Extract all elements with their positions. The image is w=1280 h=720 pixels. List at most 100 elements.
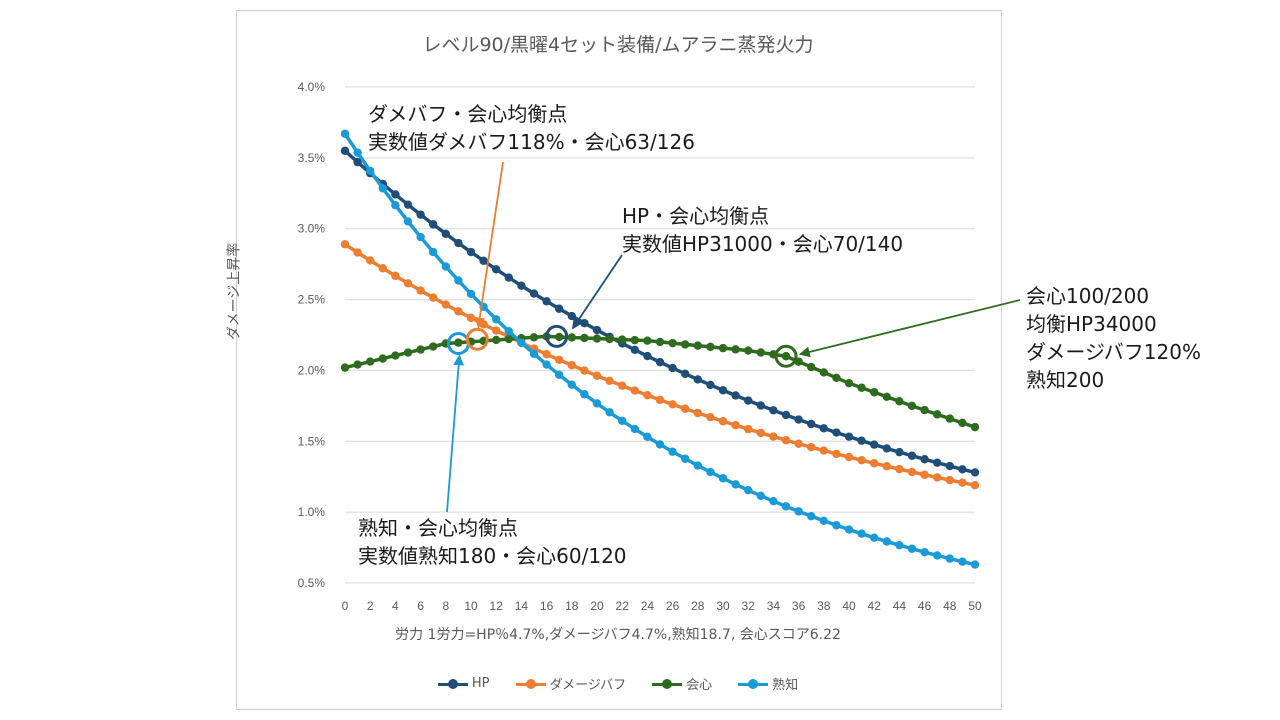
data-point [895,397,904,406]
y-tick-label: 1.5% [298,434,326,448]
data-point [807,442,816,452]
legend-label: 熟知 [772,678,799,693]
data-point [781,436,791,445]
data-point [970,560,980,569]
x-tick-label: 38 [817,599,831,613]
legend: HP ダメージバフ 会心 熟知 [236,674,1000,693]
data-point [655,440,665,449]
annotation-arrow [571,254,623,330]
annotation-arrow [474,161,504,329]
data-point [416,232,425,242]
data-point [756,428,765,438]
data-point [378,264,387,273]
data-point [668,447,677,456]
data-point [454,307,463,316]
x-tick-label: 2 [367,599,374,613]
data-point [353,360,362,369]
data-point [441,229,450,239]
data-point [517,338,526,347]
legend-swatch [437,678,468,690]
data-point [744,424,753,434]
data-point [844,452,854,462]
data-point [882,444,891,453]
data-point [353,148,362,157]
data-point [340,146,350,155]
annotation-hp: HP・会心均衡点 実数値HP31000・会心70/140 [622,204,904,256]
data-point [958,557,967,566]
data-point [403,348,413,357]
data-point [769,432,778,441]
data-point [605,408,614,417]
data-point [693,408,702,418]
data-point [504,273,513,282]
data-point [340,129,350,138]
x-tick-label: 22 [616,599,630,613]
data-point [492,315,501,324]
data-point [416,210,425,219]
series-line-3 [343,132,976,567]
data-point [668,363,677,373]
legend-label: ダメージバフ [549,678,627,693]
data-point [907,451,917,460]
data-point [920,547,929,557]
data-point [441,262,450,271]
data-point [391,190,400,199]
data-point [643,336,652,345]
data-point [718,474,728,483]
data-point [479,256,488,265]
data-point [517,281,526,290]
data-point [681,369,690,379]
data-point [340,363,350,372]
data-point [529,289,539,298]
data-point [706,412,715,422]
data-point [655,395,665,405]
data-point [403,279,413,288]
data-point [580,366,589,375]
data-point [920,455,929,464]
data-point [958,465,967,474]
legend-swatch [652,678,683,690]
data-point [643,351,652,361]
data-point [706,342,715,352]
data-point [882,537,891,546]
data-point [618,381,627,390]
data-point [466,313,476,323]
data-point [819,446,828,455]
data-point [542,350,551,359]
data-point [592,371,602,380]
x-tick-label: 36 [792,599,806,613]
data-point [907,401,917,411]
data-point [542,360,551,369]
data-point [718,386,728,395]
x-tick-label: 44 [893,599,907,613]
data-point [592,325,602,335]
data-point [592,334,602,343]
data-point [769,496,778,506]
data-point [567,361,576,370]
data-point [403,217,413,226]
data-point [605,376,614,385]
balance-point-marker [774,344,798,368]
data-point [857,455,866,465]
data-point [895,464,904,474]
data-point [630,424,639,434]
data-point [807,419,816,429]
legend-item-em: 熟知 [738,674,798,693]
data-point [693,375,702,384]
data-point [807,362,816,372]
data-point [693,341,702,350]
data-point [794,507,803,516]
x-tick-label: 4 [392,599,399,613]
data-point [479,320,488,329]
data-point [605,334,614,344]
data-point [744,485,753,495]
data-point [391,271,400,281]
x-tick-label: 32 [742,599,756,613]
x-tick-label: 42 [868,599,882,613]
data-point [403,200,413,209]
x-tick-label: 6 [417,599,424,613]
data-point [731,391,740,400]
data-point [844,525,854,534]
annotation-arrow [798,299,1021,358]
